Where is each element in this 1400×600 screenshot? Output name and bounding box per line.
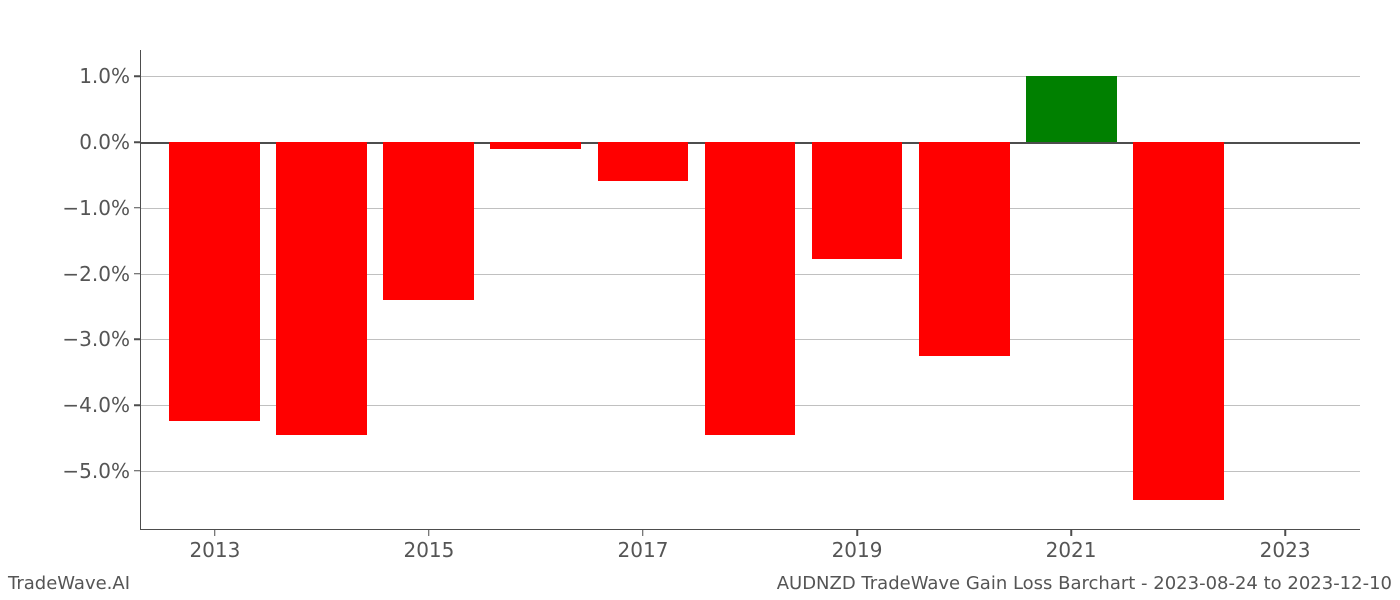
x-tick-label: 2017 xyxy=(618,538,669,562)
y-tick-mark xyxy=(134,273,140,275)
y-tick-mark xyxy=(134,404,140,406)
y-tick-label: −1.0% xyxy=(10,196,130,220)
x-tick-mark xyxy=(214,530,216,536)
x-tick-mark xyxy=(642,530,644,536)
y-tick-label: −2.0% xyxy=(10,262,130,286)
y-tick-mark xyxy=(134,470,140,472)
bar xyxy=(276,142,367,435)
x-tick-label: 2015 xyxy=(403,538,454,562)
x-tick-label: 2021 xyxy=(1046,538,1097,562)
x-tick-label: 2023 xyxy=(1260,538,1311,562)
x-tick-mark xyxy=(428,530,430,536)
y-tick-label: −5.0% xyxy=(10,459,130,483)
x-tick-mark xyxy=(1070,530,1072,536)
bar xyxy=(812,142,903,259)
x-tick-mark xyxy=(1284,530,1286,536)
grid-line xyxy=(141,76,1360,77)
bar xyxy=(705,142,796,435)
bar xyxy=(383,142,474,300)
footer-right-text: AUDNZD TradeWave Gain Loss Barchart - 20… xyxy=(777,573,1392,594)
y-tick-mark xyxy=(134,141,140,143)
y-tick-label: −3.0% xyxy=(10,327,130,351)
y-tick-label: 1.0% xyxy=(10,64,130,88)
footer-left-text: TradeWave.AI xyxy=(8,573,130,594)
y-tick-mark xyxy=(134,339,140,341)
bar xyxy=(490,142,581,149)
y-tick-label: −4.0% xyxy=(10,393,130,417)
x-tick-mark xyxy=(856,530,858,536)
bar xyxy=(919,142,1010,356)
x-tick-label: 2019 xyxy=(832,538,883,562)
y-tick-label: 0.0% xyxy=(10,130,130,154)
bar xyxy=(1026,76,1117,142)
bar xyxy=(1133,142,1224,500)
x-tick-label: 2013 xyxy=(189,538,240,562)
y-tick-mark xyxy=(134,76,140,78)
bar xyxy=(169,142,260,421)
y-tick-mark xyxy=(134,207,140,209)
bar xyxy=(598,142,689,181)
